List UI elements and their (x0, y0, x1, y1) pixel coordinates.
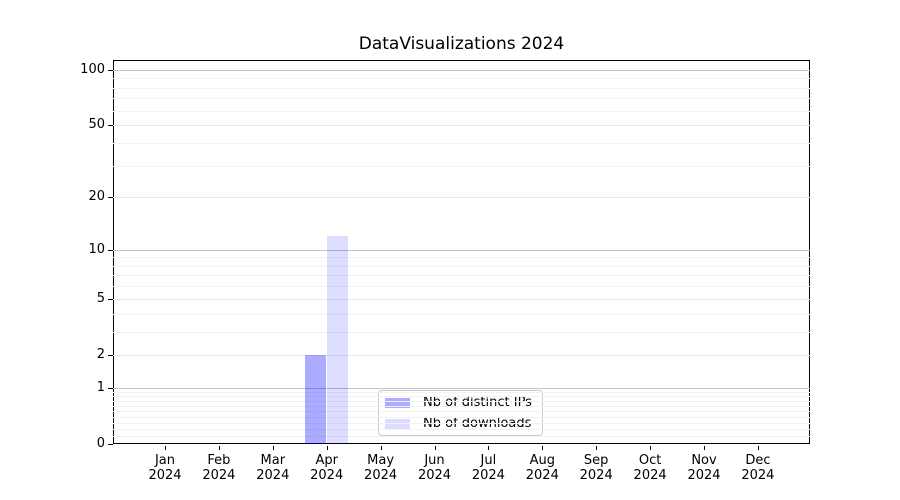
x-tick-label: Dec 2024 (731, 453, 785, 483)
x-tick-year: 2024 (525, 468, 559, 483)
x-tick-label: Nov 2024 (677, 453, 731, 483)
x-tick-mark (380, 446, 382, 450)
y-tick-mark (108, 354, 113, 356)
y-gridline (113, 142, 810, 144)
y-gridline (113, 78, 810, 80)
y-gridline (113, 87, 810, 89)
y-gridline (113, 249, 810, 251)
x-tick-year: 2024 (687, 468, 721, 483)
x-tick-label: Jan 2024 (138, 453, 192, 483)
y-gridline (113, 411, 810, 413)
y-gridline (113, 125, 810, 127)
x-tick-year: 2024 (471, 468, 505, 483)
x-tick-mark (218, 446, 220, 450)
y-gridline (113, 197, 810, 199)
x-tick-mark (434, 446, 436, 450)
x-tick-year: 2024 (310, 468, 344, 483)
y-tick-label: 50 (88, 117, 105, 133)
y-tick-label: 10 (88, 241, 105, 257)
y-gridline (113, 275, 810, 277)
y-gridline (113, 387, 810, 389)
x-tick-mark (650, 446, 652, 450)
x-tick-label: Jul 2024 (461, 453, 515, 483)
x-tick-mark (596, 446, 598, 450)
y-gridline (113, 313, 810, 315)
x-tick-mark (488, 446, 490, 450)
y-tick-label: 0 (96, 436, 105, 451)
x-tick-mark (757, 446, 759, 450)
y-gridline (113, 165, 810, 167)
legend-swatch-distinct-ips (385, 397, 410, 408)
y-tick-mark (108, 125, 113, 127)
chart-title: DataVisualizations 2024 (358, 34, 565, 54)
x-tick-year: 2024 (579, 468, 613, 483)
x-tick-label: Jun 2024 (408, 453, 462, 483)
x-tick-label: Mar 2024 (246, 453, 300, 483)
x-tick-label: Aug 2024 (515, 453, 569, 483)
bar-distinct-ips (305, 354, 327, 444)
y-tick-mark (108, 197, 113, 199)
y-gridline (113, 436, 810, 438)
plot-area (113, 60, 810, 444)
x-tick-mark (326, 446, 328, 450)
y-gridline (113, 69, 810, 71)
x-tick-year: 2024 (741, 468, 775, 483)
x-tick-label: Oct 2024 (623, 453, 677, 483)
y-tick-mark (108, 387, 113, 389)
x-tick-year: 2024 (633, 468, 667, 483)
y-gridline (113, 401, 810, 402)
y-gridline (113, 416, 810, 418)
y-tick-label: 5 (96, 290, 105, 306)
x-tick-year: 2024 (148, 468, 182, 483)
x-tick-mark (165, 446, 166, 450)
y-tick-mark (108, 298, 113, 300)
y-gridline (113, 429, 810, 431)
x-tick-year: 2024 (256, 468, 290, 483)
y-tick-label: 100 (80, 61, 105, 77)
y-tick-label: 2 (96, 346, 105, 362)
x-tick-year: 2024 (202, 468, 236, 483)
y-gridline (113, 396, 810, 398)
y-gridline (113, 392, 810, 393)
y-gridline (113, 265, 810, 267)
y-tick-mark (108, 249, 113, 251)
x-tick-label: Feb 2024 (192, 453, 246, 483)
y-tick-label: 1 (96, 379, 105, 395)
x-tick-mark (542, 446, 544, 450)
y-gridline (113, 98, 810, 100)
bar-downloads (327, 236, 349, 444)
y-tick-label: 20 (88, 189, 105, 205)
y-gridline (113, 298, 810, 300)
y-gridline (113, 110, 810, 112)
y-gridline (113, 331, 810, 333)
x-tick-year: 2024 (364, 468, 398, 483)
x-tick-mark (272, 446, 274, 450)
y-gridline (113, 422, 810, 424)
y-gridline (113, 257, 810, 259)
y-tick-mark (108, 444, 113, 445)
y-gridline (113, 354, 810, 356)
y-gridline (113, 405, 810, 407)
x-tick-label: May 2024 (354, 453, 408, 483)
x-tick-label: Apr 2024 (300, 453, 354, 483)
x-tick-mark (704, 446, 705, 450)
x-tick-year: 2024 (417, 468, 452, 483)
y-gridline (113, 286, 810, 288)
x-tick-label: Sep 2024 (569, 453, 623, 483)
y-tick-mark (108, 69, 113, 71)
